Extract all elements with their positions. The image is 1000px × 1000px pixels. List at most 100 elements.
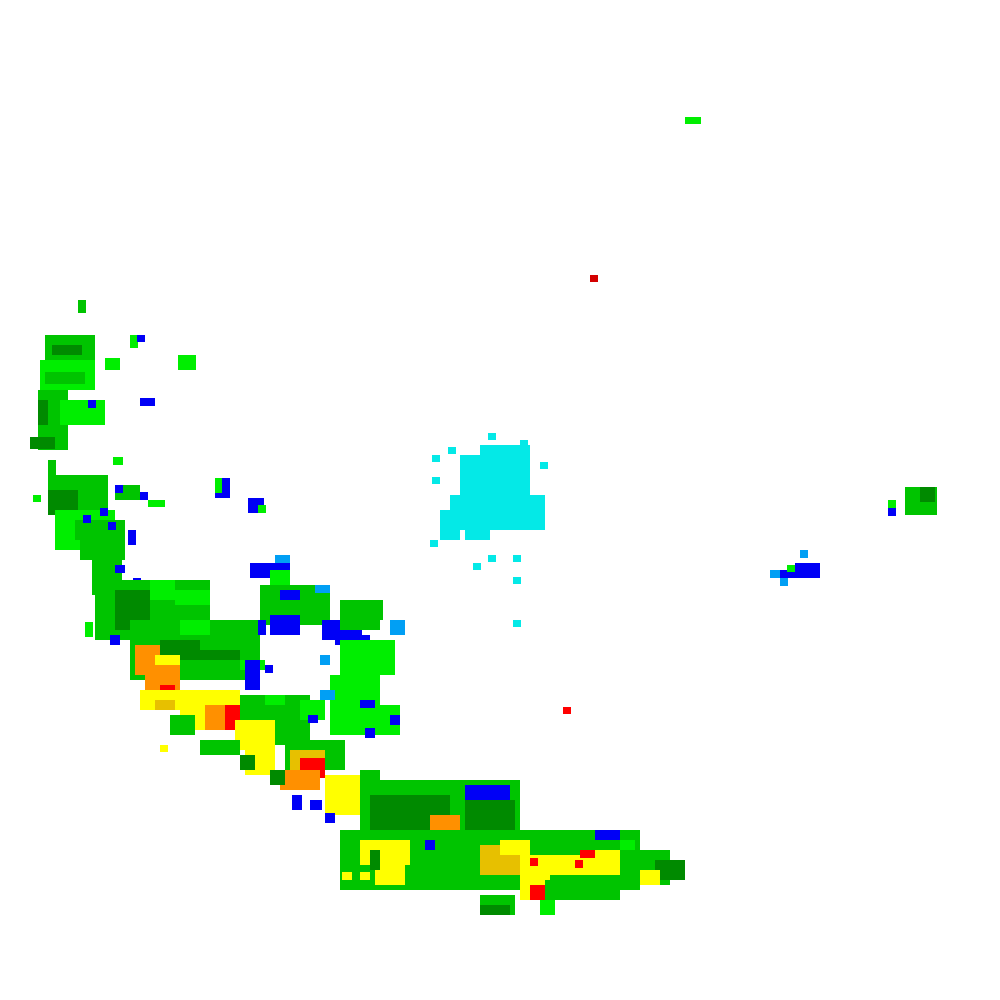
echo-cell-lg	[215, 478, 222, 493]
echo-cell-b	[465, 785, 510, 800]
echo-cell-b	[115, 565, 125, 573]
echo-cell-b	[780, 570, 810, 578]
echo-cell-lb	[320, 655, 330, 665]
echo-cell-b	[88, 400, 96, 408]
echo-cell-dg	[30, 437, 55, 449]
echo-cell-b	[110, 635, 120, 645]
echo-cell-dg	[38, 400, 48, 425]
echo-cell-g	[78, 300, 86, 313]
echo-cell-c	[430, 540, 438, 547]
echo-cell-lb	[315, 585, 330, 593]
echo-cell-lb	[770, 570, 780, 578]
echo-cell-lg	[180, 620, 210, 635]
echo-cell-c	[488, 555, 496, 562]
echo-cell-dg	[655, 860, 685, 880]
echo-cell-lg	[270, 570, 290, 585]
echo-cell-c	[432, 477, 440, 484]
echo-cell-g	[358, 600, 383, 620]
echo-cell-c	[450, 495, 545, 530]
echo-cell-b	[115, 485, 123, 493]
echo-cell-b	[365, 728, 375, 738]
echo-cell-lg	[60, 400, 105, 425]
echo-cell-lb	[320, 690, 335, 700]
echo-cell-b	[425, 840, 435, 850]
echo-cell-c	[513, 555, 521, 562]
echo-cell-lg	[340, 640, 395, 675]
echo-cell-b	[360, 700, 375, 708]
echo-cell-g	[200, 630, 250, 650]
echo-cell-b	[258, 620, 266, 635]
echo-cell-lb	[780, 578, 788, 586]
echo-cell-r	[575, 860, 583, 868]
echo-cell-c	[473, 563, 481, 570]
echo-cell-y	[360, 872, 370, 880]
echo-cell-lg	[300, 700, 325, 720]
echo-cell-b	[108, 522, 116, 530]
echo-cell-r	[530, 885, 545, 900]
echo-cell-lb	[275, 555, 290, 563]
echo-cell-dg	[920, 487, 935, 502]
echo-cell-b	[310, 800, 322, 810]
echo-cell-y	[500, 840, 530, 855]
echo-cell-lg	[33, 495, 41, 502]
echo-cell-g	[545, 880, 620, 900]
echo-cell-g	[48, 460, 56, 475]
echo-cell-lg	[265, 695, 285, 705]
echo-cell-c	[448, 447, 456, 454]
echo-cell-b	[390, 715, 400, 725]
echo-cell-dg	[270, 770, 285, 785]
echo-cell-y	[640, 870, 660, 885]
echo-cell-r	[530, 858, 538, 866]
echo-cell-lg	[150, 580, 175, 600]
echo-cell-c	[540, 462, 548, 469]
echo-cell-r	[563, 707, 571, 714]
echo-cell-c	[465, 530, 490, 540]
echo-cell-c	[488, 433, 496, 440]
echo-cell-y	[160, 745, 168, 752]
echo-cell-lg	[620, 840, 635, 850]
echo-cell-dg	[52, 345, 82, 355]
echo-cell-lb	[800, 550, 808, 558]
echo-cell-lg	[178, 355, 196, 370]
echo-cell-b	[265, 665, 273, 673]
echo-cell-y	[325, 775, 365, 815]
precipitation-cells	[30, 117, 937, 915]
echo-cell-r	[580, 850, 595, 858]
echo-cell-y	[342, 872, 352, 880]
echo-cell-b	[280, 590, 300, 600]
echo-cell-lg	[258, 505, 266, 513]
echo-cell-c	[513, 620, 521, 627]
echo-cell-b	[292, 795, 302, 810]
echo-cell-dr	[590, 275, 598, 282]
echo-cell-b	[595, 830, 620, 840]
echo-cell-b	[128, 530, 136, 545]
echo-cell-b	[83, 515, 91, 523]
echo-cell-dg	[240, 755, 255, 770]
echo-cell-lg	[540, 900, 555, 915]
echo-cell-b	[245, 660, 260, 690]
echo-cell-gold	[155, 700, 175, 710]
echo-cell-lg	[85, 622, 93, 637]
echo-cell-dg	[480, 905, 510, 915]
echo-cell-lg	[113, 457, 123, 465]
echo-cell-c	[513, 577, 521, 584]
echo-cell-lg	[685, 117, 701, 124]
echo-cell-lg	[888, 500, 896, 508]
echo-cell-c	[440, 510, 460, 540]
echo-cell-lg	[175, 590, 210, 605]
echo-cell-b	[137, 335, 145, 342]
echo-cell-lg	[105, 358, 120, 370]
echo-cell-b	[140, 398, 155, 406]
echo-cell-lg	[148, 500, 165, 507]
echo-cell-o	[280, 770, 320, 790]
echo-cell-c	[432, 455, 440, 462]
echo-cell-b	[140, 492, 148, 500]
echo-cell-b	[100, 508, 108, 516]
echo-cell-b	[308, 715, 318, 723]
echo-cell-g	[200, 740, 240, 755]
echo-cell-lg	[130, 335, 138, 348]
echo-cell-b	[270, 615, 300, 635]
echo-cell-lg	[787, 565, 795, 572]
echo-cell-b	[888, 508, 896, 516]
echo-cell-lb	[390, 620, 405, 635]
